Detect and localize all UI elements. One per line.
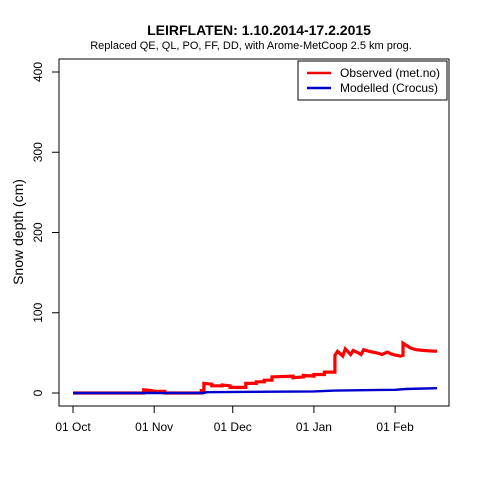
y-tick-label: 400: [31, 62, 45, 82]
chart-subtitle: Replaced QE, QL, PO, FF, DD, with Arome-…: [90, 40, 412, 52]
x-tick-label: 01 Jan: [296, 420, 332, 434]
data-series: [73, 340, 438, 395]
modelled-series-line: [73, 387, 438, 395]
y-tick-label: 300: [31, 142, 45, 162]
x-tick-label: 01 Feb: [376, 420, 414, 434]
y-axis-label: Snow depth (cm): [10, 179, 26, 285]
observed-series-line: [73, 340, 438, 395]
axes: 0 100 200 300 400 01 Oct 01 Nov 01 Dec 01 Jan 01 …: [31, 62, 414, 434]
legend-label-observed: Observed (met.no): [340, 66, 440, 80]
chart-title: LEIRFLATEN: 1.10.2014-17.2.2015: [147, 22, 371, 38]
y-tick-label: 100: [31, 302, 45, 322]
legend-label-modelled: Modelled (Crocus): [340, 81, 438, 95]
y-tick-label: 0: [31, 389, 45, 396]
y-tick-label: 200: [31, 222, 45, 242]
legend-box: [297, 60, 448, 101]
legend: Observed (met.no) Modelled (Crocus): [297, 60, 448, 101]
x-tick-label: 01 Nov: [135, 420, 173, 434]
x-tick-label: 01 Dec: [214, 420, 252, 434]
x-tick-label: 01 Oct: [55, 420, 91, 434]
